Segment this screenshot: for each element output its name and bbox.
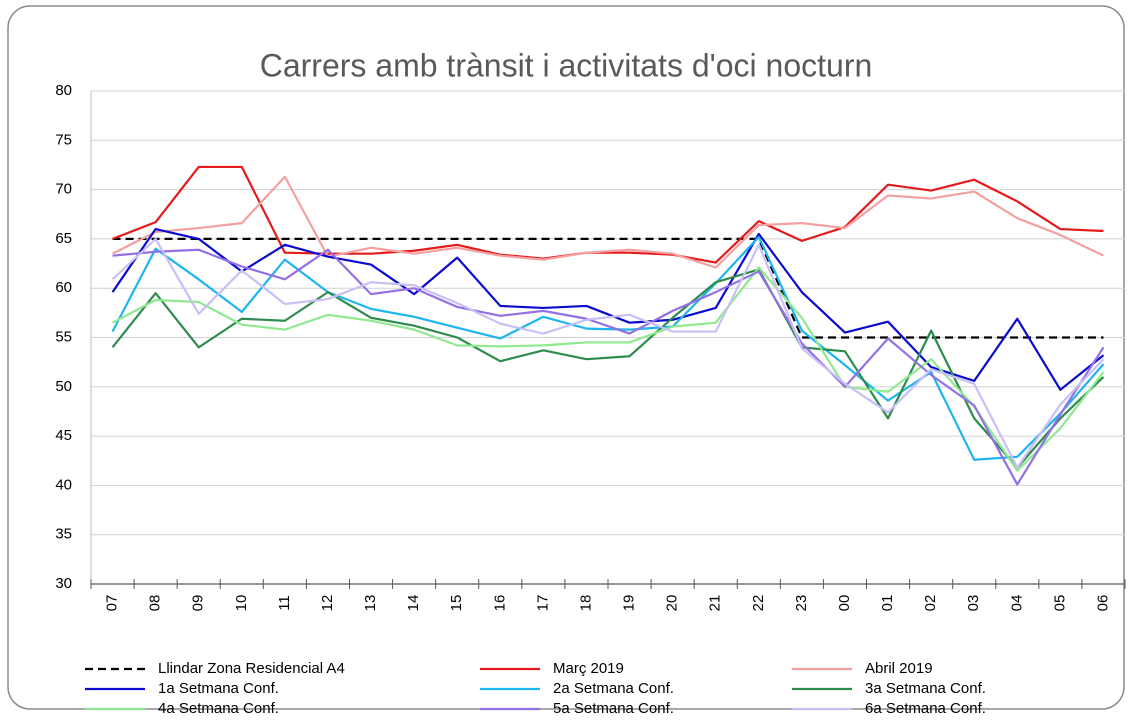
y-tick-label: 45 [55, 427, 72, 444]
series-line [112, 237, 1104, 339]
x-tick-label: 18 [577, 595, 594, 612]
x-tick-label: 14 [405, 595, 422, 612]
y-tick-label: 80 [55, 82, 72, 99]
x-tick-label: 19 [621, 595, 638, 612]
x-tick-label: 10 [233, 595, 250, 612]
x-tick-label: 08 [147, 595, 164, 612]
y-tick-label: 70 [55, 181, 72, 198]
x-tick-label: 02 [922, 595, 939, 612]
legend-label: 5a Setmana Conf. [553, 700, 674, 715]
x-tick-label: 17 [534, 595, 551, 612]
series-line [111, 227, 1105, 391]
x-tick-label: 01 [879, 595, 896, 612]
series-line [111, 268, 1105, 469]
x-tick-label: 11 [276, 595, 293, 611]
x-tick-label: 04 [1008, 595, 1025, 612]
chart-title: Carrers amb trànsit i activitats d'oci n… [260, 47, 873, 83]
y-tick-label: 55 [55, 328, 72, 345]
legend-label: Llindar Zona Residencial A4 [158, 660, 345, 677]
chart-frame [7, 5, 1125, 710]
x-tick-label: 20 [664, 595, 681, 612]
x-tick-label: 07 [104, 595, 121, 612]
x-tick-label: 00 [836, 595, 853, 612]
x-tick-label: 03 [965, 595, 982, 612]
series-line [111, 237, 1105, 469]
x-tick-label: 13 [362, 595, 379, 612]
y-tick-label: 65 [55, 230, 72, 247]
x-tick-label: 12 [319, 595, 336, 612]
legend-label: Abril 2019 [865, 660, 933, 677]
x-tick-label: 22 [750, 595, 767, 612]
series-line [112, 165, 1104, 264]
legend-label: 4a Setmana Conf. [158, 700, 279, 715]
legend-label: 6a Setmana Conf. [865, 700, 986, 715]
y-tick-label: 60 [55, 279, 72, 296]
x-tick-label: 15 [448, 595, 465, 612]
series-line [112, 175, 1104, 269]
y-tick-label: 40 [55, 476, 72, 493]
x-tick-label: 23 [793, 595, 810, 612]
legend-label: 3a Setmana Conf. [865, 680, 986, 697]
y-tick-label: 35 [55, 526, 72, 543]
x-tick-label: 05 [1051, 595, 1068, 612]
legend-label: 1a Setmana Conf. [158, 680, 279, 697]
x-tick-label: 21 [707, 595, 724, 612]
y-tick-label: 50 [55, 378, 72, 395]
legend-label: Març 2019 [553, 660, 624, 677]
x-tick-label: 06 [1094, 595, 1111, 612]
y-tick-label: 75 [55, 131, 72, 148]
series-line [112, 248, 1105, 486]
series-line [112, 266, 1105, 472]
y-tick-label: 30 [55, 575, 72, 592]
x-tick-label: 09 [190, 595, 207, 612]
x-tick-label: 16 [491, 595, 508, 612]
legend-label: 2a Setmana Conf. [553, 680, 674, 697]
series-line [111, 235, 1105, 461]
